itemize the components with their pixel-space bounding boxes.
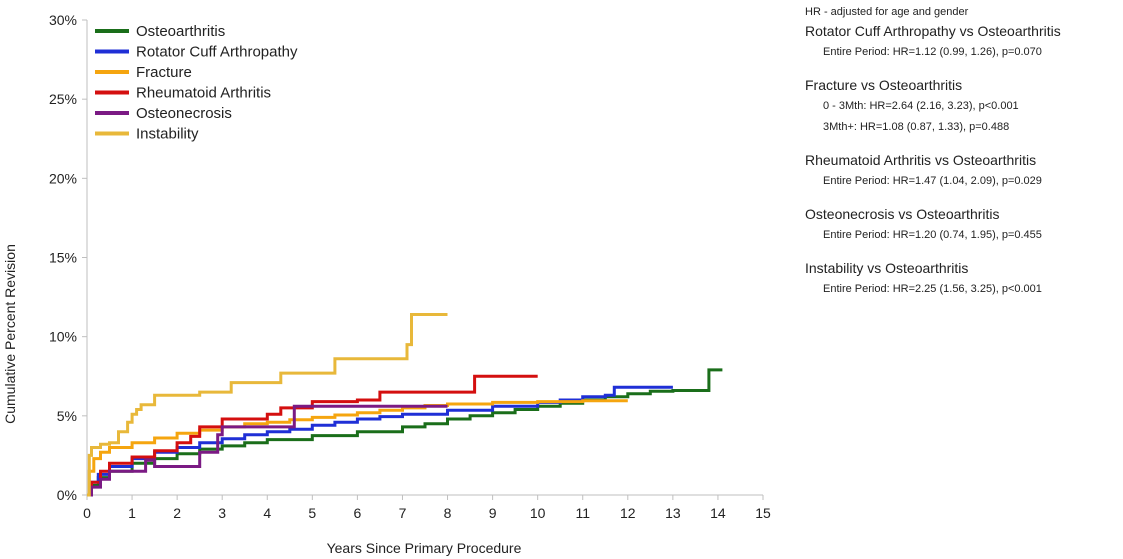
series-line-rheumatoid-arthritis — [87, 374, 538, 497]
x-axis-title: Years Since Primary Procedure — [327, 540, 522, 556]
hr-group: Fracture vs Osteoarthritis 0 - 3Mth: HR=2… — [805, 77, 1117, 133]
x-tick-label: 2 — [173, 505, 181, 521]
x-tick-label: 1 — [128, 505, 136, 521]
revision-chart: 0%5%10%15%20%25%30% 0 1 2 3 4 5 6 7 8 9 10 11 12 13 14… — [2, 12, 771, 556]
hr-result-line: 3Mth+: HR=1.08 (0.87, 1.33), p=0.488 — [823, 121, 1010, 133]
x-tick-label: 0 — [83, 505, 91, 521]
y-tick-label: 0% — [57, 487, 77, 503]
x-tick-label: 15 — [755, 505, 771, 521]
x-tick-label: 7 — [399, 505, 407, 521]
x-tick-label: 11 — [575, 505, 590, 521]
y-tick-label: 30% — [49, 12, 77, 28]
legend-label: Instability — [136, 126, 199, 143]
x-axis: 0 1 2 3 4 5 6 7 8 9 10 11 12 13 14 15 — [83, 494, 771, 521]
hr-result-line: Entire Period: HR=1.20 (0.74, 1.95), p=0… — [823, 229, 1042, 241]
legend-label: Osteonecrosis — [136, 105, 232, 122]
hr-group: Osteonecrosis vs Osteoarthritis Entire Pe… — [805, 206, 1117, 241]
x-tick-label: 9 — [489, 505, 497, 521]
hr-note: HR - adjusted for age and gender — [805, 6, 969, 18]
legend-label: Rheumatoid Arthritis — [136, 85, 271, 102]
x-tick-label: 3 — [218, 505, 226, 521]
legend: Osteoarthritis Rotator Cuff Arthropathy Fr… — [95, 23, 298, 143]
y-axis-title: Cumulative Percent Revision — [2, 244, 18, 424]
hr-result-line: Entire Period: HR=1.47 (1.04, 2.09), p=0… — [823, 175, 1042, 187]
y-tick-label: 5% — [57, 408, 77, 424]
series-line-rotator-cuff-arthropathy — [87, 385, 673, 497]
hr-groups: Rotator Cuff Arthropathy vs Osteoarthrit… — [805, 23, 1117, 295]
hr-result-line: 0 - 3Mth: HR=2.64 (2.16, 3.23), p<0.001 — [823, 100, 1019, 112]
hazard-ratio-panel: HR - adjusted for age and gender Rotator… — [805, 6, 1117, 314]
series-line-osteonecrosis — [87, 404, 448, 497]
series-line-instability — [87, 313, 448, 497]
y-tick-label: 15% — [49, 250, 77, 266]
x-tick-label: 5 — [308, 505, 316, 521]
x-tick-label: 13 — [665, 505, 681, 521]
y-tick-label: 20% — [49, 170, 77, 186]
series-line-fracture — [87, 399, 628, 497]
x-tick-label: 4 — [263, 505, 271, 521]
x-tick-label: 10 — [530, 505, 546, 521]
hr-comparison-title: Rotator Cuff Arthropathy vs Osteoarthrit… — [805, 23, 1061, 39]
hr-comparison-title: Rheumatoid Arthritis vs Osteoarthritis — [805, 152, 1037, 168]
hr-comparison-title: Osteonecrosis vs Osteoarthritis — [805, 206, 1000, 222]
x-tick-label: 12 — [620, 505, 636, 521]
hr-result-line: Entire Period: HR=1.12 (0.99, 1.26), p=0… — [823, 46, 1042, 58]
y-tick-label: 25% — [49, 91, 77, 107]
x-tick-label: 6 — [354, 505, 362, 521]
y-axis: 0% 5% 10% 15% 20% 25% 30% — [49, 12, 88, 503]
legend-label: Fracture — [136, 64, 192, 81]
hr-result-line: Entire Period: HR=2.25 (1.56, 3.25), p<0… — [823, 283, 1042, 295]
x-tick-label: 8 — [444, 505, 452, 521]
legend-label: Rotator Cuff Arthropathy — [136, 44, 298, 61]
x-tick-label: 14 — [710, 505, 726, 521]
hr-comparison-title: Fracture vs Osteoarthritis — [805, 77, 963, 93]
series-lines — [87, 313, 723, 497]
legend-label: Osteoarthritis — [136, 23, 225, 40]
y-tick-label: 10% — [49, 329, 77, 345]
hr-group: Instability vs Osteoarthritis Entire Peri… — [805, 260, 1117, 295]
hr-comparison-title: Instability vs Osteoarthritis — [805, 260, 969, 276]
hr-group: Rheumatoid Arthritis vs Osteoarthritis En… — [805, 152, 1117, 187]
hr-group: Rotator Cuff Arthropathy vs Osteoarthrit… — [805, 23, 1117, 58]
